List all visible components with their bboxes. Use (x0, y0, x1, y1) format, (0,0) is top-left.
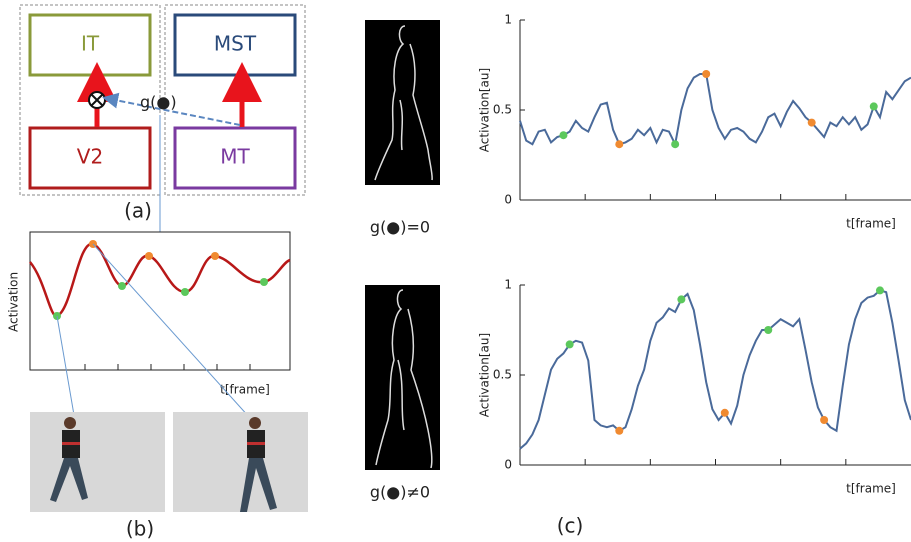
plot-area (30, 232, 290, 370)
node-label: IT (81, 32, 100, 56)
marker (764, 326, 772, 334)
marker (615, 140, 623, 148)
axis-label: Activation[au] (478, 333, 492, 417)
node-label: MT (220, 145, 250, 169)
image (30, 412, 165, 512)
image (365, 285, 440, 470)
axis-label: t[frame] (220, 383, 270, 397)
axis-label: t[frame] (846, 482, 896, 496)
axis-label: t[frame] (846, 217, 896, 231)
axis-label: Activation (7, 272, 21, 332)
marker (870, 102, 878, 110)
marker (566, 340, 574, 348)
point (118, 282, 126, 290)
marker (808, 119, 816, 127)
point (145, 252, 153, 260)
marker (702, 70, 710, 78)
point (260, 278, 268, 286)
line (520, 74, 911, 144)
y-tick-label: 0.5 (493, 368, 512, 382)
figure: IT MST V2 MT g(●) (a) Activation t[frame… (0, 0, 911, 542)
marker (671, 140, 679, 148)
y-tick-label: 1 (504, 278, 512, 292)
y-tick-label: 0.5 (493, 103, 512, 117)
image-label: g(●)≠0 (370, 483, 430, 502)
y-tick-label: 0 (504, 193, 512, 207)
node-label: MST (214, 32, 257, 56)
edge-label: g(●) (140, 93, 177, 112)
marker (721, 409, 729, 417)
caption: (b) (126, 517, 154, 541)
line (520, 290, 911, 448)
caption: (c) (557, 514, 584, 538)
marker (820, 416, 828, 424)
node-label: V2 (77, 145, 103, 169)
y-tick-label: 0 (504, 458, 512, 472)
marker (559, 131, 567, 139)
point (211, 252, 219, 260)
caption: (a) (124, 199, 152, 223)
image (173, 412, 308, 512)
image-label: g(●)=0 (370, 218, 430, 237)
marker (677, 295, 685, 303)
point (181, 288, 189, 296)
marker (876, 286, 884, 294)
y-tick-label: 1 (504, 13, 512, 27)
marker (615, 427, 623, 435)
axis-label: Activation[au] (478, 68, 492, 152)
